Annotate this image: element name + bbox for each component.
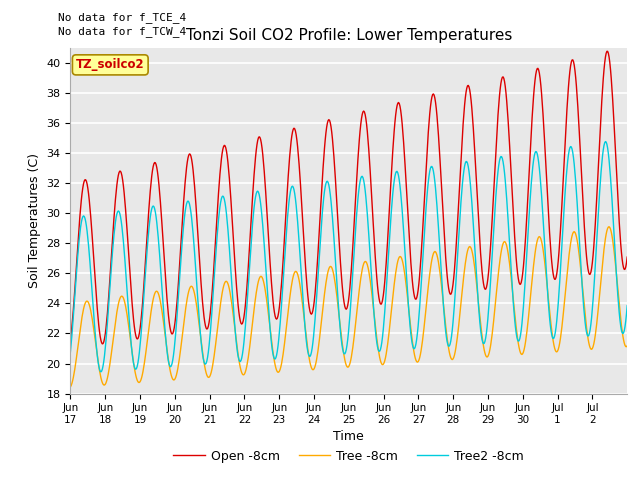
- Text: No data for f_TCW_4: No data for f_TCW_4: [58, 26, 186, 37]
- Tree2 -8cm: [235, 357, 243, 362]
- Tree2 -8cm: [132, 366, 140, 372]
- Tree -8cm: [406, 319, 414, 325]
- Open -8cm: [262, 200, 270, 206]
- Tree -8cm: [283, 321, 291, 327]
- Tree -8cm: [623, 343, 631, 348]
- Line: Tree -8cm: Tree -8cm: [70, 227, 627, 387]
- Open -8cm: [235, 309, 243, 314]
- Open -8cm: [67, 336, 74, 342]
- Y-axis label: Soil Temperatures (C): Soil Temperatures (C): [28, 153, 41, 288]
- Open -8cm: [99, 341, 106, 347]
- Tree -8cm: [438, 281, 445, 287]
- Tree2 -8cm: [67, 349, 74, 355]
- Tree2 -8cm: [407, 331, 415, 337]
- Open -8cm: [604, 48, 611, 54]
- Tree -8cm: [67, 384, 74, 390]
- Text: No data for f_TCE_4: No data for f_TCE_4: [58, 12, 186, 23]
- Tree2 -8cm: [97, 369, 105, 375]
- Line: Open -8cm: Open -8cm: [70, 51, 627, 344]
- Open -8cm: [284, 185, 291, 191]
- Open -8cm: [132, 335, 140, 341]
- Open -8cm: [438, 194, 446, 200]
- X-axis label: Time: Time: [333, 431, 364, 444]
- Tree -8cm: [132, 372, 140, 378]
- Open -8cm: [623, 254, 631, 260]
- Tree -8cm: [234, 352, 242, 358]
- Open -8cm: [407, 260, 415, 266]
- Tree2 -8cm: [284, 215, 291, 221]
- Tree -8cm: [262, 290, 269, 296]
- Tree2 -8cm: [438, 283, 446, 288]
- Title: Tonzi Soil CO2 Profile: Lower Temperatures: Tonzi Soil CO2 Profile: Lower Temperatur…: [186, 28, 512, 43]
- Tree -8cm: [605, 224, 613, 229]
- Tree2 -8cm: [602, 139, 609, 144]
- Tree2 -8cm: [262, 275, 270, 280]
- Line: Tree2 -8cm: Tree2 -8cm: [70, 142, 627, 372]
- Tree2 -8cm: [623, 303, 631, 309]
- Legend: Open -8cm, Tree -8cm, Tree2 -8cm: Open -8cm, Tree -8cm, Tree2 -8cm: [168, 445, 529, 468]
- Text: TZ_soilco2: TZ_soilco2: [76, 59, 145, 72]
